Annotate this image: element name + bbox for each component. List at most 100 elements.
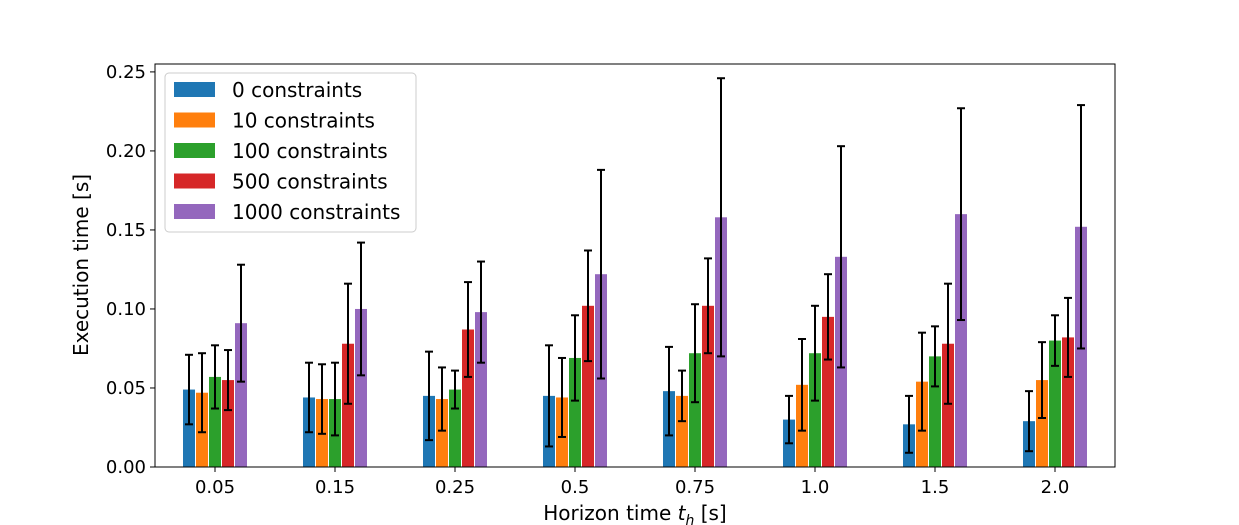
bar-0.5-100-constraints <box>569 357 581 467</box>
x-axis-ticks: 0.05 0.15 0.25 0.5 0.75 1.0 1.5 2.0 <box>195 467 1069 498</box>
error-bar-0.05-10-constraints <box>198 352 206 434</box>
x-tick-label: 0.15 <box>315 477 355 498</box>
bar-0.05-100-constraints <box>209 376 221 467</box>
error-bar-0.15-1000-constraints <box>357 241 365 377</box>
error-bar-0.5-10-constraints <box>558 356 566 438</box>
bar-0.75-10-constraints <box>676 395 688 467</box>
legend-swatch-500-constraints <box>174 173 215 189</box>
y-tick-label: 0.05 <box>106 378 146 399</box>
bars-layer <box>183 214 1087 467</box>
error-bar-0.05-1000-constraints <box>237 263 245 383</box>
legend-label-500-constraints: 500 constraints <box>232 170 388 194</box>
error-bar-0.75-1000-constraints <box>717 77 725 358</box>
legend-label-0-constraints: 0 constraints <box>232 78 362 102</box>
x-axis-label: Horizon time th [s] <box>543 501 726 525</box>
y-axis-ticks: 0.00 0.05 0.10 0.15 0.20 0.25 <box>106 62 155 478</box>
error-bar-0.25-100-constraints <box>451 369 459 410</box>
error-bar-1.0-100-constraints <box>811 304 819 402</box>
error-bar-2.0-500-constraints <box>1064 296 1072 378</box>
bar-2.0-500-constraints <box>1062 337 1074 467</box>
bar-0.75-100-constraints <box>689 353 701 467</box>
x-tick-label: 0.05 <box>195 477 235 498</box>
legend-swatch-10-constraints <box>174 112 215 128</box>
y-tick-label: 0.10 <box>106 299 146 320</box>
error-bar-0.75-0-constraints <box>665 345 673 437</box>
error-bar-2.0-0-constraints <box>1025 390 1033 453</box>
x-axis-label-subscript: h <box>685 513 694 525</box>
error-bar-2.0-10-constraints <box>1038 341 1046 420</box>
y-axis-label: Execution time [s] <box>69 174 93 356</box>
y-tick-label: 0.20 <box>106 141 146 162</box>
bar-0.05-1000-constraints <box>235 323 247 467</box>
error-bar-0.15-0-constraints <box>305 361 313 434</box>
x-tick-label: 0.75 <box>675 477 715 498</box>
error-bar-1.0-10-constraints <box>798 337 806 432</box>
legend-box <box>164 72 417 233</box>
error-bar-0.5-100-constraints <box>571 314 579 402</box>
bar-0.5-500-constraints <box>582 305 594 467</box>
error-bar-0.5-1000-constraints <box>597 168 605 380</box>
bar-1.5-100-constraints <box>929 356 941 467</box>
bar-0.05-0-constraints <box>183 389 195 467</box>
x-tick-label: 1.5 <box>921 477 950 498</box>
legend-swatch-1000-constraints <box>174 204 215 219</box>
bar-0.15-1000-constraints <box>355 308 367 467</box>
bar-0.75-500-constraints <box>702 305 714 467</box>
error-bar-1.5-100-constraints <box>931 325 939 388</box>
x-tick-label: 1.0 <box>801 477 830 498</box>
legend-label-10-constraints: 10 constraints <box>232 109 375 133</box>
bar-0.25-1000-constraints <box>475 312 487 467</box>
error-bar-0.25-0-constraints <box>425 350 433 442</box>
x-tick-label: 0.5 <box>561 477 590 498</box>
error-bar-0.15-500-constraints <box>344 282 352 405</box>
x-axis-label-text: Horizon time <box>543 501 671 525</box>
error-bar-0.75-10-constraints <box>678 369 686 423</box>
bar-0.15-500-constraints <box>342 343 354 467</box>
x-axis-label-unit: [s] <box>701 501 727 525</box>
legend-swatch-0-constraints <box>174 82 215 97</box>
error-bar-1.0-0-constraints <box>785 394 793 445</box>
bar-2.0-10-constraints <box>1036 380 1048 467</box>
error-bar-0.15-10-constraints <box>318 363 326 435</box>
bar-0.05-500-constraints <box>222 380 234 467</box>
error-bar-0.05-0-constraints <box>185 353 193 426</box>
bar-0.25-10-constraints <box>436 399 448 467</box>
error-bar-0.05-100-constraints <box>211 344 219 410</box>
x-tick-label: 0.25 <box>435 477 475 498</box>
error-bar-0.25-500-constraints <box>464 281 472 378</box>
bar-2.0-100-constraints <box>1049 340 1061 467</box>
error-bar-0.05-500-constraints <box>224 349 232 412</box>
error-bar-2.0-100-constraints <box>1051 314 1059 367</box>
y-tick-label: 0.15 <box>106 220 146 241</box>
x-axis-label-symbol: t <box>678 501 687 525</box>
error-bar-0.25-10-constraints <box>438 366 446 432</box>
error-bar-2.0-1000-constraints <box>1077 104 1085 350</box>
legend-swatch-100-constraints <box>174 143 215 158</box>
error-bar-1.5-10-constraints <box>918 331 926 432</box>
bar-1.0-100-constraints <box>809 353 821 467</box>
legend: 0 constraints 10 constraints 100 constrain… <box>164 72 417 233</box>
error-bar-1.0-1000-constraints <box>837 145 845 369</box>
error-bar-1.5-1000-constraints <box>957 107 965 322</box>
error-bar-1.5-0-constraints <box>905 394 913 454</box>
error-bar-1.5-500-constraints <box>944 282 952 405</box>
error-bar-0.25-1000-constraints <box>477 260 485 364</box>
legend-items: 0 constraints 10 constraints 100 constrain… <box>174 78 400 224</box>
bar-1.0-500-constraints <box>822 316 834 467</box>
error-bar-0.5-0-constraints <box>545 344 553 448</box>
x-tick-label: 2.0 <box>1041 477 1070 498</box>
error-bar-0.75-100-constraints <box>691 303 699 404</box>
error-bar-0.5-500-constraints <box>584 249 592 363</box>
bar-0.25-500-constraints <box>462 329 474 467</box>
legend-label-1000-constraints: 1000 constraints <box>232 200 400 224</box>
y-tick-label: 0.25 <box>106 62 146 83</box>
legend-label-100-constraints: 100 constraints <box>232 139 388 163</box>
error-bars-layer <box>185 77 1085 454</box>
error-bar-0.15-100-constraints <box>331 361 339 437</box>
bar-1.5-1000-constraints <box>955 214 967 467</box>
error-bar-1.0-500-constraints <box>824 273 832 361</box>
y-tick-label: 0.00 <box>106 457 146 478</box>
error-bar-0.75-500-constraints <box>704 257 712 355</box>
bar-1.5-500-constraints <box>942 343 954 467</box>
